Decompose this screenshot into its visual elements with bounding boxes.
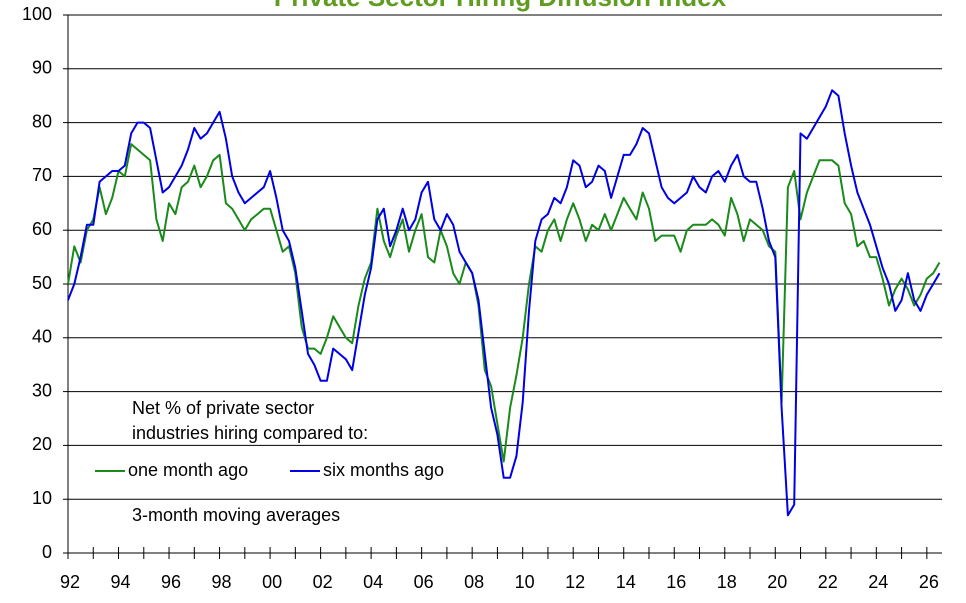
- x-tick-label: 10: [515, 572, 535, 592]
- x-tick-label: 18: [717, 572, 737, 592]
- y-tick-label: 50: [32, 273, 52, 293]
- chart-title: Private Sector Hiring Diffusion Index: [274, 0, 727, 12]
- x-tick-label: 22: [818, 572, 838, 592]
- y-tick-label: 100: [22, 4, 52, 24]
- annotation: industries hiring compared to:: [132, 423, 368, 443]
- y-tick-label: 80: [32, 111, 52, 131]
- y-tick-label: 30: [32, 380, 52, 400]
- x-tick-label: 96: [161, 572, 181, 592]
- x-tick-label: 92: [60, 572, 80, 592]
- x-tick-label: 94: [111, 572, 131, 592]
- y-tick-label: 20: [32, 434, 52, 454]
- x-tick-label: 26: [919, 572, 939, 592]
- x-tick-label: 12: [565, 572, 585, 592]
- x-tick-label: 20: [767, 572, 787, 592]
- y-tick-label: 40: [32, 327, 52, 347]
- legend-label: one month ago: [128, 460, 248, 480]
- x-tick-label: 06: [414, 572, 434, 592]
- y-tick-label: 0: [42, 542, 52, 562]
- y-tick-label: 70: [32, 165, 52, 185]
- x-tick-label: 24: [868, 572, 888, 592]
- x-tick-label: 16: [666, 572, 686, 592]
- x-tick-label: 00: [262, 572, 282, 592]
- series-line: [67, 143, 941, 463]
- y-tick-label: 90: [32, 58, 52, 78]
- y-tick-label: 10: [32, 488, 52, 508]
- series-line: [67, 89, 941, 517]
- x-tick-label: 08: [464, 572, 484, 592]
- x-tick-label: 14: [616, 572, 636, 592]
- annotation: 3-month moving averages: [132, 505, 340, 525]
- x-tick-label: 04: [363, 572, 383, 592]
- annotation: Net % of private sector: [132, 398, 314, 418]
- x-tick-label: 98: [212, 572, 232, 592]
- x-tick-label: 02: [313, 572, 333, 592]
- legend-label: six months ago: [323, 460, 444, 480]
- y-tick-label: 60: [32, 219, 52, 239]
